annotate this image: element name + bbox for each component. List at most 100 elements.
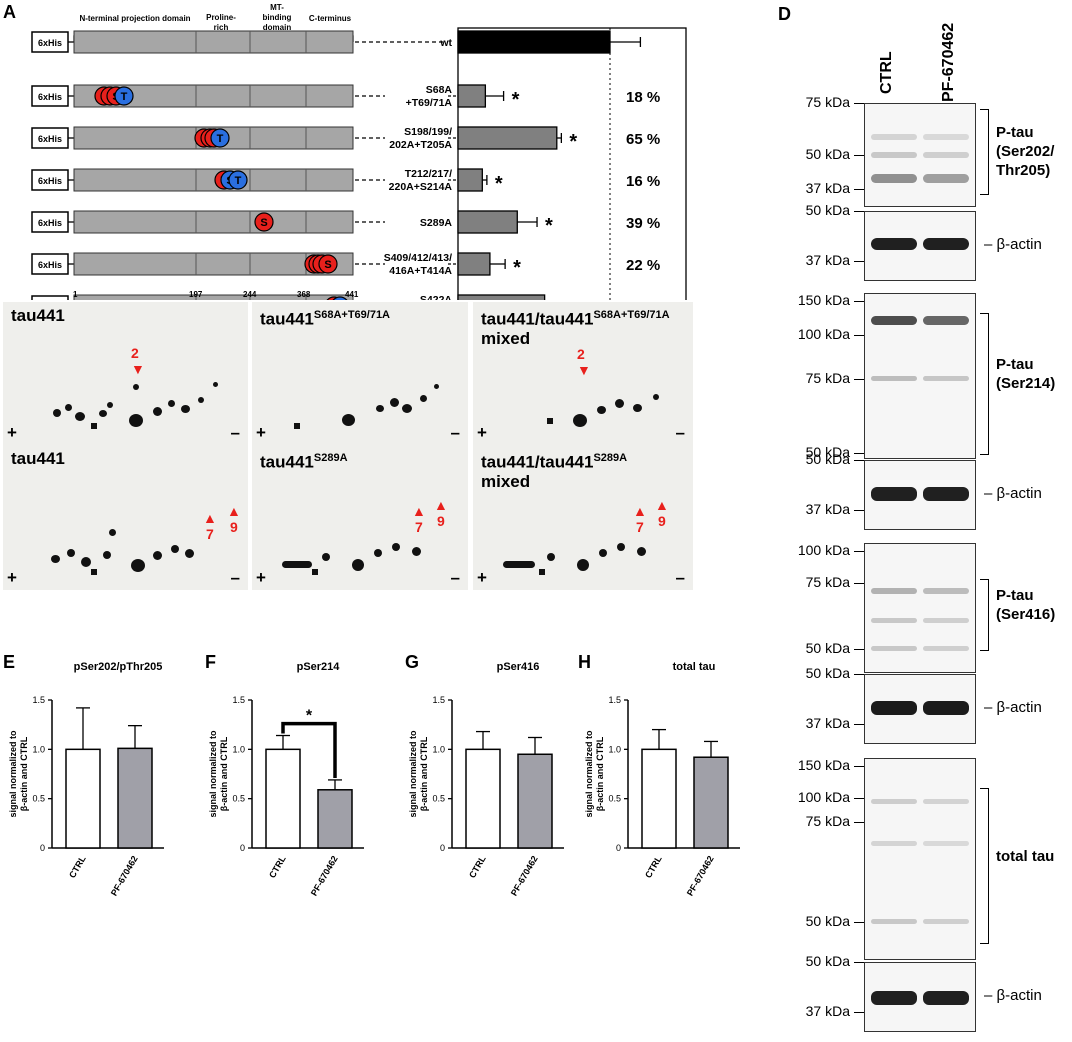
kda-marker: 100 kDa [797, 789, 850, 805]
construct-name: S198/199/202A+T205A [389, 126, 452, 151]
arrow-9: ▲ 9 [655, 497, 669, 529]
panel-label-h: H [578, 652, 591, 672]
kda-marker: 75 kDa [805, 94, 850, 110]
blot-band [871, 152, 917, 158]
xtick-label: CTRL [467, 854, 488, 880]
kda-marker: 75 kDa [805, 813, 850, 829]
a-percent-label: 16 % [626, 173, 660, 190]
xtick-label: PF-670462 [509, 854, 540, 898]
a-bar [457, 252, 491, 276]
blot-band [923, 134, 969, 140]
gel-c-2: tau441S289A ▲ 7 ▲ 9 + – [252, 445, 468, 590]
blot-band [923, 919, 969, 924]
blot-bracket [980, 313, 989, 455]
kda-marker: 37 kDa [805, 180, 850, 196]
kda-marker: 50 kDa [805, 640, 850, 656]
blot-band [923, 646, 969, 651]
panel-label-a: A [3, 2, 16, 22]
construct-name: T212/217/220A+S214A [389, 168, 453, 193]
blot-bracket [980, 788, 989, 944]
xtick-label: PF-670462 [309, 854, 340, 898]
blot-band [923, 588, 969, 594]
blot-band [871, 701, 917, 715]
xtick-label: CTRL [643, 854, 664, 880]
construct-name: S289A [420, 217, 453, 229]
bar-ctrl [265, 748, 301, 849]
marker-letter: T [217, 133, 224, 145]
chart-title: total tau [673, 661, 716, 673]
ytick: 1.5 [432, 695, 445, 705]
construct-name: S68A +T69/71A [406, 84, 453, 109]
significance-star: * [306, 708, 313, 725]
blot-band [923, 701, 969, 715]
tau-construct-bar [73, 84, 354, 108]
his-tag-label: 6xHis [38, 92, 62, 102]
blot-band [871, 487, 917, 501]
a-percent-label: 18 % [626, 89, 660, 106]
ylabel: signal normalized toβ-actin and CTRL [408, 730, 429, 818]
panel-label-g: G [405, 652, 420, 672]
chart-pser214: pSer214 0 0.5 1.0 1.5 signal normalized toβ-a… [208, 661, 364, 898]
blot-label: P-tau (Ser202/ Thr205) [996, 124, 1055, 179]
minus-sign: – [450, 423, 460, 442]
a-bar [457, 84, 487, 108]
construct-name: S422A+T427A [414, 294, 452, 300]
panel-a-figure: N-terminal projection domain Proline-ric… [31, 3, 687, 300]
xtick-label: PF-670462 [109, 854, 140, 898]
gel-c-1-title: tau441 [11, 449, 65, 468]
kda-marker: 75 kDa [805, 370, 850, 386]
his-tag-label: 6xHis [38, 218, 62, 228]
blot-7 [864, 758, 976, 960]
blot-band [871, 799, 917, 804]
blot-label: total tau [996, 848, 1055, 865]
a-bar [457, 168, 483, 192]
blot-band [871, 376, 917, 381]
plus-sign: + [7, 568, 17, 587]
chart-total-tau: total tau 0 0.5 1.0 1.5 signal normalized toβ… [584, 661, 740, 898]
construct-list: 6xHiswt6xHisSSSTS68A+T69/71A6xHisSSSTS19… [31, 30, 458, 300]
gel-c-3: tau441/tau441S289A mixed ▲ 7 ▲ 9 + – [473, 445, 693, 590]
blot-band [923, 174, 969, 183]
blot-label: – β-actin [984, 485, 1042, 502]
a-bar [457, 210, 518, 234]
plus-sign: + [477, 568, 487, 587]
tau-construct-bar [73, 30, 354, 54]
xtick-label: CTRL [67, 854, 88, 880]
bar-pf-670462 [117, 747, 153, 849]
a-percent-label: 22 % [626, 257, 660, 274]
blot-8 [864, 962, 976, 1032]
ytick: 0.5 [432, 794, 445, 804]
a-percent-label: 65 % [626, 131, 660, 148]
blot-2 [864, 211, 976, 281]
blot-4 [864, 460, 976, 530]
gel-b-3: tau441/tau441S68A+T69/71A mixed 2 ▼ + – [473, 302, 693, 445]
blot-label: – β-actin [984, 987, 1042, 1004]
kda-marker: 37 kDa [805, 1003, 850, 1019]
plus-sign: + [256, 568, 266, 587]
marker-letter: S [260, 217, 267, 229]
serine-marker [318, 254, 338, 274]
blot-band [923, 799, 969, 804]
blot-band [923, 487, 969, 501]
marker-letter: S [324, 259, 331, 271]
blot-band [871, 991, 917, 1005]
gel-b-1-title: tau441 [11, 306, 65, 325]
kda-marker: 100 kDa [797, 542, 850, 558]
minus-sign: – [675, 423, 685, 442]
bar-ctrl [641, 748, 677, 849]
pos-368: 368 [297, 290, 311, 299]
serine-marker [254, 212, 274, 232]
kda-marker: 150 kDa [797, 757, 850, 773]
bar-pf-670462 [693, 756, 729, 849]
blot-label: – β-actin [984, 699, 1042, 716]
construct-name: S409/412/413/416A+T414A [384, 252, 453, 277]
blot-band [923, 238, 969, 250]
ytick: 0 [40, 843, 45, 853]
significance-star: * [495, 173, 503, 195]
plus-sign: + [256, 423, 266, 442]
gel-b-3-title: tau441/tau441S68A+T69/71A mixed [481, 309, 670, 348]
bar-pf-670462 [317, 789, 353, 849]
a-bar [457, 30, 611, 54]
pos-1: 1 [73, 290, 78, 299]
tau-construct-bar [73, 210, 354, 234]
